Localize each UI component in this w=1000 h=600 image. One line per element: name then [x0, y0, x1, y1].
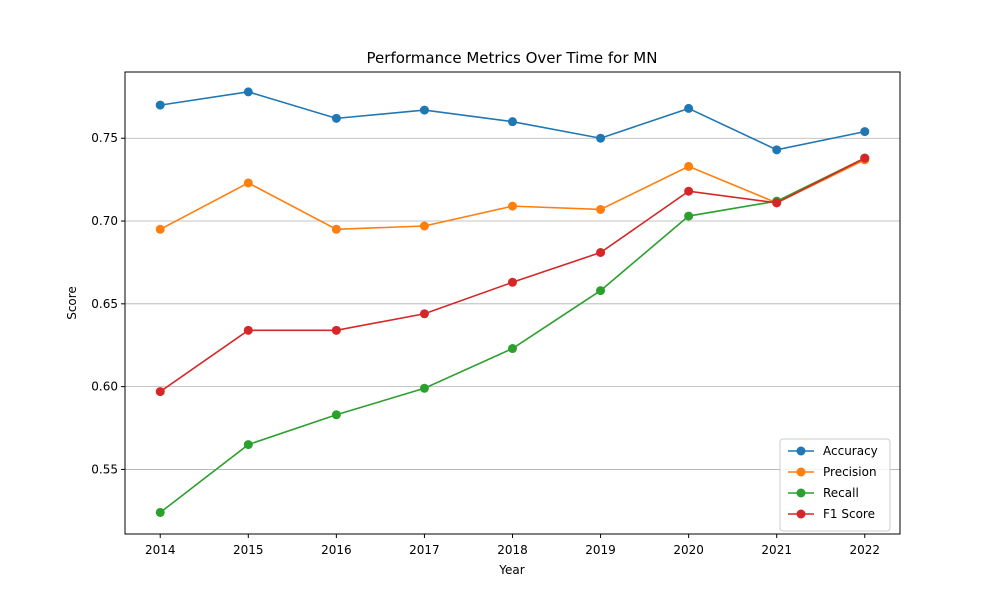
data-point — [331, 113, 341, 123]
grid-lines — [125, 137, 900, 470]
legend-marker — [796, 467, 806, 477]
y-tick-label: 0.55 — [91, 462, 118, 476]
data-point — [155, 224, 165, 234]
y-axis-label: Score — [65, 286, 79, 320]
x-tick-label: 2017 — [409, 543, 440, 557]
x-axis-label: Year — [498, 563, 524, 577]
legend-box — [779, 438, 891, 532]
legend-label: Accuracy — [823, 444, 878, 458]
data-point — [331, 410, 341, 420]
data-point — [243, 440, 253, 450]
series-accuracy — [155, 87, 870, 155]
series-f1-score — [155, 153, 870, 397]
legend: Accuracy Precision Recall F1 Score — [779, 438, 891, 532]
data-point — [155, 100, 165, 110]
chart-title: Performance Metrics Over Time for MN — [367, 49, 658, 67]
data-point — [419, 105, 429, 115]
data-point — [331, 224, 341, 234]
x-tick-label: 2020 — [673, 543, 704, 557]
legend-marker — [796, 488, 806, 498]
legend-item: Recall — [788, 486, 859, 500]
data-point — [596, 204, 606, 214]
data-point — [860, 127, 870, 137]
legend-label: Precision — [823, 465, 877, 479]
x-tick-label: 2016 — [321, 543, 352, 557]
legend-label: Recall — [823, 486, 859, 500]
data-point — [508, 344, 517, 354]
data-point — [155, 387, 165, 397]
data-point — [684, 103, 694, 113]
x-tick-label: 2019 — [585, 543, 616, 557]
data-point — [596, 133, 606, 143]
data-point — [419, 383, 429, 393]
data-point — [860, 153, 870, 163]
data-point — [684, 161, 694, 171]
data-point — [419, 309, 429, 319]
data-point — [508, 201, 517, 211]
data-point — [155, 507, 165, 517]
y-axis: 0.55 0.60 0.65 0.70 0.75 — [91, 131, 125, 476]
data-point — [684, 186, 694, 196]
data-point — [331, 325, 341, 335]
x-tick-label: 2021 — [761, 543, 792, 557]
y-tick-label: 0.70 — [91, 214, 118, 228]
data-point — [772, 198, 782, 208]
legend-item: F1 Score — [788, 507, 875, 521]
y-tick-label: 0.65 — [91, 297, 118, 311]
legend-marker — [796, 446, 806, 456]
data-point — [243, 87, 253, 97]
x-tick-label: 2022 — [849, 543, 880, 557]
data-point — [596, 247, 606, 257]
data-point — [508, 117, 517, 127]
x-tick-label: 2015 — [233, 543, 264, 557]
data-point — [508, 277, 517, 287]
data-point — [419, 221, 429, 231]
legend-label: F1 Score — [823, 507, 875, 521]
legend-item: Accuracy — [788, 444, 878, 458]
data-point — [772, 145, 782, 155]
legend-item: Precision — [788, 465, 877, 479]
series-lines — [155, 87, 870, 517]
data-point — [243, 178, 253, 188]
data-point — [243, 325, 253, 335]
x-tick-label: 2014 — [145, 543, 176, 557]
data-point — [596, 286, 606, 296]
x-axis: 2014 2015 2016 2017 2018 2019 2020 2021 2022 — [145, 534, 880, 557]
data-point — [684, 211, 694, 221]
legend-marker — [796, 509, 806, 519]
y-tick-label: 0.60 — [91, 380, 118, 394]
x-tick-label: 2018 — [497, 543, 528, 557]
y-tick-label: 0.75 — [91, 131, 118, 145]
